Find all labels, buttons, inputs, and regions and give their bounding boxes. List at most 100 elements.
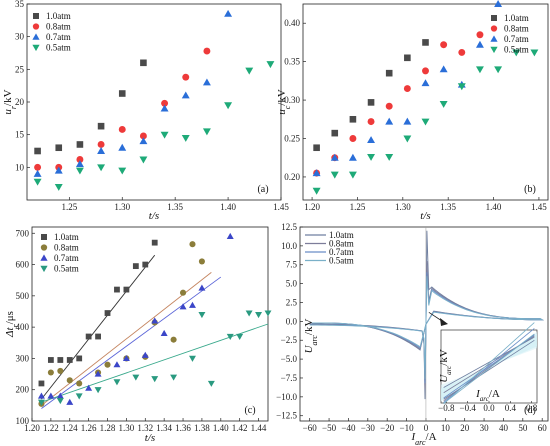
data-point-0.8atm [476, 31, 484, 39]
data-point-1.0atm [404, 54, 411, 62]
x-tick-label: −20 [380, 423, 395, 433]
data-point-0.8atm [403, 85, 411, 93]
data-point-1.0atm [422, 39, 429, 46]
y-tick-label: 0.25 [284, 134, 300, 144]
data-point-0.5atm [494, 66, 503, 74]
data-point-0.5atm [97, 164, 106, 172]
plot-area [31, 226, 269, 422]
data-point-0.8atm [179, 289, 187, 296]
legend-marker-1.0atm [33, 13, 39, 19]
inset-curve-return-0.5atm [443, 333, 535, 404]
data-point-0.8atm [66, 377, 73, 384]
data-point-0.7atm [181, 91, 190, 99]
data-point-1.0atm [331, 129, 339, 137]
x-tick-label: 1.30 [395, 202, 411, 212]
data-point-0.5atm [132, 374, 140, 381]
inset-x-tick-label: −0.4 [460, 403, 477, 413]
data-point-0.5atm [512, 49, 521, 57]
data-point-0.7atm [494, 0, 503, 7]
legend-marker-0.7atm [32, 33, 40, 40]
y-tick-label: 0.0 [286, 316, 298, 326]
x-tick-label: 1.26 [81, 423, 97, 433]
data-point-0.5atm [226, 333, 234, 340]
data-point-0.5atm [255, 312, 263, 319]
legend-label-0.7atm: 0.7atm [329, 247, 354, 257]
data-point-1.0atm [118, 90, 126, 97]
panel-b: 1.20 1.25 1.30 1.35 1.40 1.45 0.20 0.25 0.30 0.35… [276, 0, 549, 222]
data-point-0.8atm [97, 141, 105, 148]
data-point-0.8atm [170, 336, 177, 343]
y-tick-label: −2.5 [281, 335, 298, 345]
y-tick-label: 7.5 [286, 260, 298, 270]
data-point-0.7atm [348, 153, 357, 161]
x-tick-label: 1.40 [213, 423, 229, 433]
x-tick-label: 1.45 [273, 202, 289, 212]
data-point-0.7atm [85, 384, 93, 391]
panel-label: (c) [244, 405, 255, 416]
x-tick-label: 1.34 [156, 423, 172, 433]
data-point-0.5atm [56, 398, 64, 405]
y-tick-label: 500 [16, 291, 30, 301]
legend-label-0.8atm: 0.8atm [54, 243, 79, 253]
data-point-0.7atm [421, 79, 430, 87]
legend-label-0.7atm: 0.7atm [46, 32, 71, 42]
data-point-0.8atm [422, 67, 429, 75]
data-point-0.7atm [189, 301, 196, 308]
data-point-0.7atm [198, 284, 206, 291]
x-tick-label: 1.35 [167, 202, 183, 212]
x-tick-label: 1.36 [175, 423, 191, 433]
data-point-0.7atm [113, 361, 121, 368]
y-tick-label: 0.35 [284, 57, 300, 67]
data-point-0.7atm [202, 78, 211, 86]
y-tick-label: −5.0 [281, 354, 298, 364]
inset-curve-0.5atm [443, 322, 535, 405]
data-point-0.7atm [224, 9, 233, 17]
data-point-0.5atm [202, 128, 211, 136]
data-point-0.8atm [118, 125, 126, 133]
data-point-0.8atm [139, 132, 147, 140]
data-point-1.0atm [142, 261, 149, 268]
inset-y-axis-label: Uarc/kV [438, 349, 453, 383]
y-axis-label: uc/kV [276, 89, 292, 115]
data-point-1.0atm [38, 380, 45, 387]
data-point-0.5atm [475, 66, 484, 74]
y-axis-label: Uarc/kV [303, 319, 319, 354]
y-tick-label: 0.40 [284, 18, 300, 28]
data-point-1.0atm [367, 99, 375, 106]
data-point-0.5atm [403, 135, 412, 143]
data-point-1.0atm [123, 286, 130, 293]
data-point-0.5atm [160, 131, 169, 139]
data-point-0.5atm [245, 310, 253, 317]
panel-label: (a) [257, 184, 268, 195]
data-point-0.7atm [475, 40, 484, 48]
x-tick-label: 1.22 [43, 423, 59, 433]
legend-label-0.5atm: 0.5atm [54, 264, 79, 274]
inset-x-tick-label: −0.8 [438, 403, 455, 413]
legend-label-0.8atm: 0.8atm [504, 24, 529, 34]
y-tick-label: 12.5 [281, 222, 297, 232]
data-point-1.0atm [140, 59, 147, 67]
legend-marker-0.5atm [32, 44, 40, 52]
data-point-1.0atm [76, 141, 84, 148]
legend-marker-0.5atm [490, 46, 498, 54]
data-point-0.5atm [189, 355, 196, 362]
y-tick-label: 35 [15, 0, 25, 9]
fit-line-0.7atm [41, 276, 222, 409]
x-tick-label: 1.30 [119, 423, 135, 433]
data-point-0.7atm [226, 232, 234, 239]
data-point-0.8atm [367, 118, 375, 126]
legend-marker-0.7atm [40, 254, 48, 261]
legend-marker-0.8atm [32, 23, 40, 30]
y-tick-label: 100 [16, 416, 30, 426]
y-tick-label: 20 [15, 97, 25, 107]
data-point-0.5atm [118, 167, 127, 175]
data-point-0.8atm [440, 41, 448, 49]
x-tick-label: 60 [538, 423, 548, 433]
legend-marker-0.5atm [40, 265, 48, 273]
x-tick-label: 1.42 [232, 423, 248, 433]
x-tick-label: 0 [424, 423, 429, 433]
y-tick-label: 25 [15, 64, 25, 74]
x-tick-label: −30 [361, 423, 376, 433]
inset-pointer-arrowhead [440, 318, 448, 326]
